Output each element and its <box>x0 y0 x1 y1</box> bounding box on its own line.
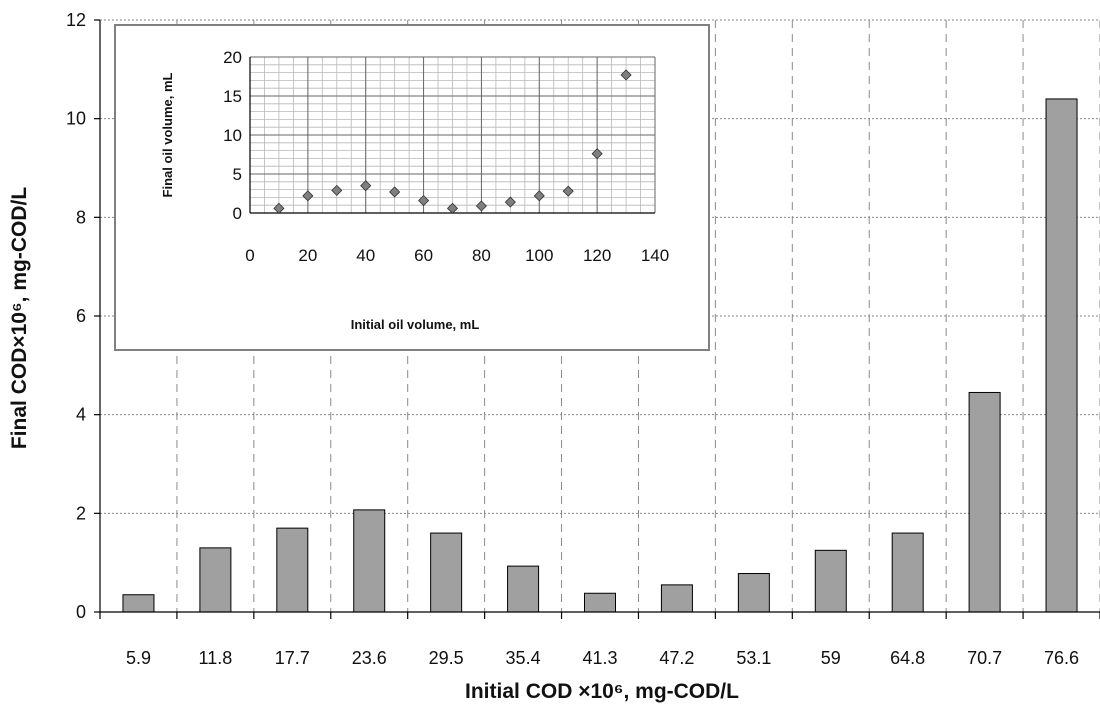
inset-x-tick-label: 80 <box>472 246 491 265</box>
inset-x-tick-label: 20 <box>298 246 317 265</box>
main-x-tick-label: 23.6 <box>352 648 387 668</box>
main-y-tick-label: 0 <box>76 602 86 622</box>
inset-y-tick-labels: 0 5 10 15 20 <box>223 48 242 223</box>
inset-x-tick-label: 100 <box>525 246 553 265</box>
main-axes <box>94 19 1100 619</box>
inset-y-tick-label: 5 <box>233 165 242 184</box>
inset-x-tick-label: 0 <box>245 246 254 265</box>
main-bars <box>122 98 1078 613</box>
bar-53.1 <box>737 573 770 613</box>
inset-y-axis-title: Final oil volume, mL <box>160 72 175 197</box>
inset-y-tick-label: 0 <box>233 204 242 223</box>
main-x-tick-label: 59 <box>821 648 841 668</box>
inset-point <box>418 194 430 207</box>
main-y-tick-label: 6 <box>76 306 86 326</box>
main-x-tick-label: 47.2 <box>659 648 694 668</box>
inset-x-tick-labels: 0 20 40 60 80 100 120 140 <box>245 246 669 265</box>
main-x-tick-label: 53.1 <box>736 648 771 668</box>
main-y-tick-label: 8 <box>76 207 86 227</box>
inset-x-axis-title: Initial oil volume, mL <box>351 317 480 332</box>
bar-29.5 <box>430 532 463 613</box>
bar-17.7 <box>276 527 309 613</box>
inset-point <box>302 190 314 202</box>
inset-point <box>360 180 372 192</box>
main-y-tick-label: 2 <box>76 503 86 523</box>
main-y-tick-label: 12 <box>66 10 86 30</box>
bar-41.3 <box>584 592 616 613</box>
inset-point <box>331 184 343 196</box>
main-y-axis-title: Final COD×10⁶, mg-COD/L <box>8 187 31 449</box>
inset-point <box>504 196 516 208</box>
main-x-tick-label: 5.9 <box>126 648 151 668</box>
main-x-tick-label: 70.7 <box>967 648 1002 668</box>
inset-point <box>389 186 401 198</box>
main-x-tick-label: 35.4 <box>506 648 541 668</box>
bar-5.9 <box>122 594 155 613</box>
inset-point <box>562 185 574 197</box>
inset-x-tick-label: 120 <box>583 246 611 265</box>
main-x-tick-label: 17.7 <box>275 648 310 668</box>
inset-point <box>620 69 632 81</box>
inset-point <box>591 148 603 160</box>
main-x-tick-label: 11.8 <box>199 648 233 668</box>
inset-chart: 0 5 10 15 20 0 20 40 60 80 100 120 140 Initial oil … <box>114 24 710 351</box>
main-x-tick-label: 41.3 <box>582 648 617 668</box>
bar-59 <box>814 549 847 613</box>
inset-point <box>273 202 285 214</box>
bar-64.8 <box>891 532 924 613</box>
inset-frame <box>114 24 710 351</box>
main-x-tick-label: 29.5 <box>429 648 464 668</box>
bar-23.6 <box>353 509 386 613</box>
main-y-tick-labels: 0 2 4 6 8 10 12 <box>66 10 86 622</box>
main-x-axis-title: Initial COD ×10⁶, mg-COD/L <box>465 680 739 703</box>
inset-point <box>446 202 459 214</box>
inset-gridlines <box>249 56 656 214</box>
main-x-tick-label: 76.6 <box>1044 648 1079 668</box>
bar-47.2 <box>660 584 693 613</box>
bar-35.4 <box>507 565 540 613</box>
inset-x-tick-label: 60 <box>414 246 433 265</box>
inset-x-tick-label: 40 <box>356 246 375 265</box>
main-x-tick-label: 64.8 <box>890 648 925 668</box>
inset-y-tick-label: 15 <box>223 87 242 106</box>
inset-point <box>475 200 487 212</box>
inset-y-tick-label: 10 <box>223 126 242 145</box>
inset-y-tick-label: 20 <box>223 48 242 67</box>
main-y-tick-label: 4 <box>76 405 86 425</box>
bar-11.8 <box>199 547 232 613</box>
bar-70.7 <box>968 391 1001 613</box>
inset-x-tick-label: 140 <box>641 246 669 265</box>
inset-point <box>533 190 545 202</box>
bar-76.6 <box>1045 98 1078 613</box>
inset-points <box>273 69 632 214</box>
main-y-tick-label: 10 <box>66 109 86 129</box>
main-x-tick-labels: 5.9 11.8 17.7 23.6 29.5 35.4 41.3 47.2 53.1 59 64.… <box>126 648 1079 668</box>
